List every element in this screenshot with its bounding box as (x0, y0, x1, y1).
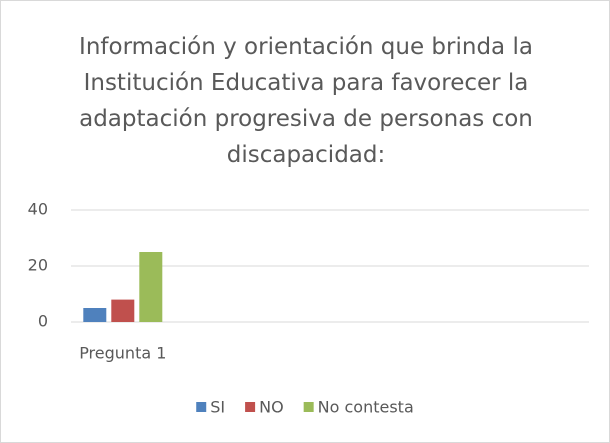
legend-label: SI (210, 398, 225, 417)
legend-swatch (196, 402, 207, 412)
legend-swatch (303, 402, 314, 412)
legend-swatch (245, 402, 256, 412)
bar (139, 252, 163, 322)
bar (111, 299, 135, 322)
y-tick-label: 40 (28, 200, 48, 219)
chart-title: Información y orientación que brinda la … (79, 34, 533, 168)
legend-label: No contesta (318, 398, 414, 417)
bar (83, 308, 107, 322)
legend-label: NO (259, 398, 284, 417)
y-tick-label: 20 (28, 256, 48, 275)
x-tick-label: Pregunta 1 (79, 344, 166, 363)
y-tick-label: 0 (38, 312, 48, 331)
